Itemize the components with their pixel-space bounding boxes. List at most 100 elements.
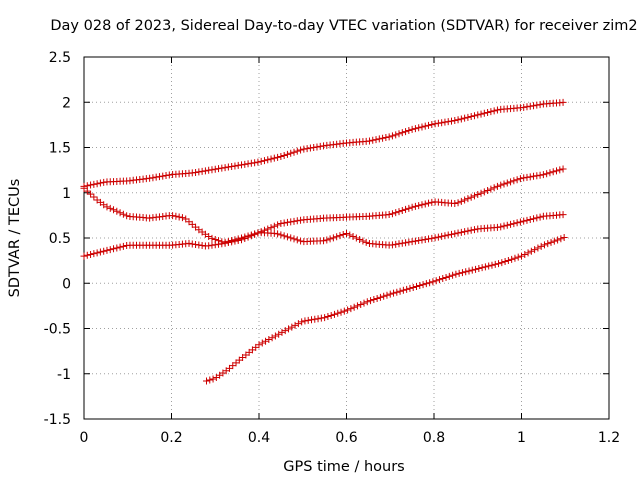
data-point-marker — [290, 148, 298, 156]
data-point-marker — [408, 125, 416, 133]
data-point-marker — [298, 318, 306, 326]
series-4 — [203, 234, 568, 385]
data-point-marker — [422, 280, 430, 288]
y-tick-label: 0 — [62, 276, 71, 292]
data-point-marker — [536, 213, 544, 221]
data-point-marker — [280, 232, 288, 240]
data-point-marker — [314, 315, 322, 323]
y-tick-label: 1.5 — [49, 141, 71, 157]
data-point-marker — [208, 166, 216, 174]
data-point-marker — [301, 317, 309, 325]
data-point-marker — [474, 111, 482, 119]
data-point-marker — [90, 193, 98, 201]
data-point-marker — [343, 229, 350, 237]
data-point-marker — [457, 197, 465, 205]
data-point-marker — [238, 161, 245, 169]
data-point-marker — [356, 235, 364, 243]
y-tick-label: 1 — [62, 186, 71, 202]
data-point-marker — [277, 153, 285, 161]
data-point-marker — [93, 180, 101, 188]
data-point-marker — [405, 238, 413, 246]
data-point-marker — [484, 186, 492, 194]
data-point-marker — [201, 167, 209, 175]
data-point-marker — [113, 207, 121, 215]
data-point-marker — [500, 180, 508, 188]
data-point-marker — [346, 231, 354, 239]
data-point-marker — [457, 115, 465, 123]
data-point-marker — [454, 116, 462, 124]
data-point-marker — [398, 206, 406, 214]
data-point-marker — [537, 242, 545, 250]
data-point-marker — [274, 230, 282, 238]
data-point-marker — [402, 128, 410, 136]
data-point-marker — [116, 209, 124, 217]
data-point-marker — [524, 249, 532, 257]
data-point-marker — [547, 238, 555, 246]
data-point-marker — [379, 134, 387, 142]
data-point-marker — [434, 233, 442, 241]
data-point-marker — [224, 163, 232, 171]
data-point-marker — [421, 200, 429, 208]
data-point-marker — [258, 339, 266, 347]
data-point-marker — [373, 294, 381, 302]
data-point-marker — [398, 129, 406, 137]
data-point-marker — [411, 125, 419, 133]
data-point-marker — [313, 143, 321, 151]
data-point-marker — [208, 234, 216, 242]
data-point-marker — [554, 236, 562, 244]
data-point-marker — [533, 214, 541, 222]
data-point-marker — [413, 283, 420, 291]
data-point-marker — [474, 191, 482, 199]
data-point-marker — [526, 216, 534, 224]
data-point-marker — [451, 200, 459, 208]
y-tick-label: 2 — [62, 95, 71, 111]
data-point-marker — [487, 185, 495, 193]
data-point-marker — [87, 250, 95, 258]
data-point-marker — [83, 187, 91, 195]
data-point-marker — [513, 219, 521, 227]
data-point-marker — [418, 236, 426, 244]
data-point-marker — [411, 237, 419, 245]
y-tick-label: -1 — [57, 367, 71, 383]
data-point-marker — [516, 218, 524, 226]
data-point-marker — [211, 165, 219, 173]
data-point-marker — [464, 227, 472, 235]
data-point-marker — [293, 147, 301, 155]
data-point-marker — [221, 164, 229, 172]
data-point-marker — [224, 239, 232, 247]
data-point-marker — [175, 213, 183, 221]
data-point-marker — [337, 308, 345, 316]
data-point-marker — [311, 315, 319, 323]
data-point-marker — [90, 180, 98, 188]
data-point-marker — [277, 220, 285, 228]
data-point-marker — [304, 316, 312, 324]
data-point-marker — [418, 201, 426, 209]
data-point-marker — [390, 289, 398, 297]
data-point-marker — [467, 226, 475, 234]
data-point-marker — [119, 210, 127, 218]
data-point-marker — [480, 188, 488, 196]
series-layer — [80, 98, 568, 385]
data-point-marker — [487, 108, 495, 116]
data-point-marker — [323, 236, 331, 244]
data-point-marker — [527, 247, 535, 255]
data-point-marker — [520, 217, 528, 225]
data-point-marker — [497, 223, 505, 231]
data-point-marker — [409, 283, 417, 291]
data-point-marker — [461, 114, 469, 122]
data-point-marker — [192, 240, 200, 248]
data-point-marker — [277, 231, 285, 239]
data-point-marker — [559, 98, 567, 106]
data-point-marker — [251, 230, 259, 238]
data-point-marker — [467, 113, 475, 121]
data-point-marker — [470, 192, 478, 200]
data-point-marker — [206, 376, 214, 384]
data-point-marker — [294, 320, 302, 328]
data-point-marker — [234, 161, 242, 169]
data-point-marker — [300, 145, 308, 153]
data-point-marker — [415, 202, 423, 210]
data-point-marker — [544, 240, 552, 248]
data-point-marker — [146, 174, 154, 182]
data-point-marker — [454, 229, 462, 237]
data-point-marker — [461, 196, 469, 204]
